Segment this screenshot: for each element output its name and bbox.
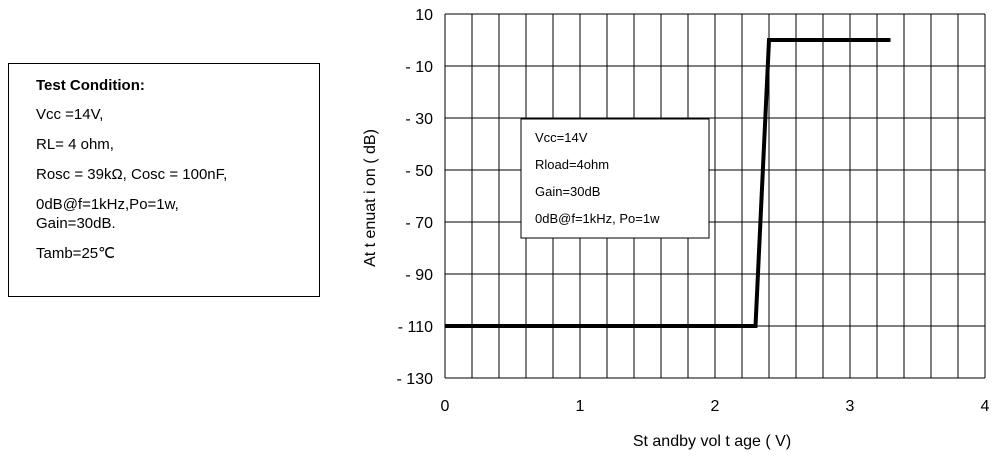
annotation-line: 0dB@f=1kHz, Po=1w	[535, 211, 660, 226]
x-tick-label: 0	[441, 398, 450, 415]
series-line	[445, 38, 891, 328]
annotation-line: Gain=30dB	[535, 184, 600, 199]
x-tick-label: 1	[576, 398, 585, 415]
y-tick-label: - 110	[398, 319, 433, 336]
x-tick-label: 3	[846, 398, 855, 415]
axis-ticks: 10 - 10 - 30 - 50 - 70 - 90 - 110 - 130 0 1 2 3 4	[397, 7, 990, 415]
test-condition-line: RL= 4 ohm,	[36, 136, 114, 153]
y-tick-label: - 130	[397, 371, 434, 388]
y-tick-label: - 70	[405, 215, 433, 232]
test-condition-title: Test Condition:	[36, 77, 145, 94]
test-condition-line: Rosc = 39kΩ, Cosc = 100nF,	[36, 166, 228, 183]
chart-series	[445, 38, 891, 328]
annotation-line: Vcc=14V	[535, 130, 588, 145]
y-tick-label: - 10	[405, 59, 433, 76]
y-tick-label: - 90	[405, 267, 433, 284]
y-tick-label: 10	[415, 7, 433, 24]
y-tick-label: - 50	[405, 163, 433, 180]
y-axis-label: At t enuat i on ( dB)	[362, 129, 379, 267]
chart-annotation: Vcc=14V Rload=4ohm Gain=30dB 0dB@f=1kHz, Po…	[520, 118, 710, 239]
x-tick-label: 4	[981, 398, 990, 415]
x-axis-label: St andby vol t age ( V)	[633, 433, 791, 450]
test-condition-line: Vcc =14V,	[36, 106, 104, 123]
test-condition-line: 0dB@f=1kHz,Po=1w, Gain=30dB.	[36, 196, 179, 232]
annotation-line: Rload=4ohm	[535, 157, 609, 172]
y-tick-label: - 30	[405, 111, 433, 128]
x-tick-label: 2	[711, 398, 720, 415]
test-condition-box: Test Condition: Vcc =14V, RL= 4 ohm, Ros…	[8, 63, 320, 297]
test-condition-line: Tamb=25℃	[36, 245, 115, 262]
annotation-box	[520, 118, 710, 239]
